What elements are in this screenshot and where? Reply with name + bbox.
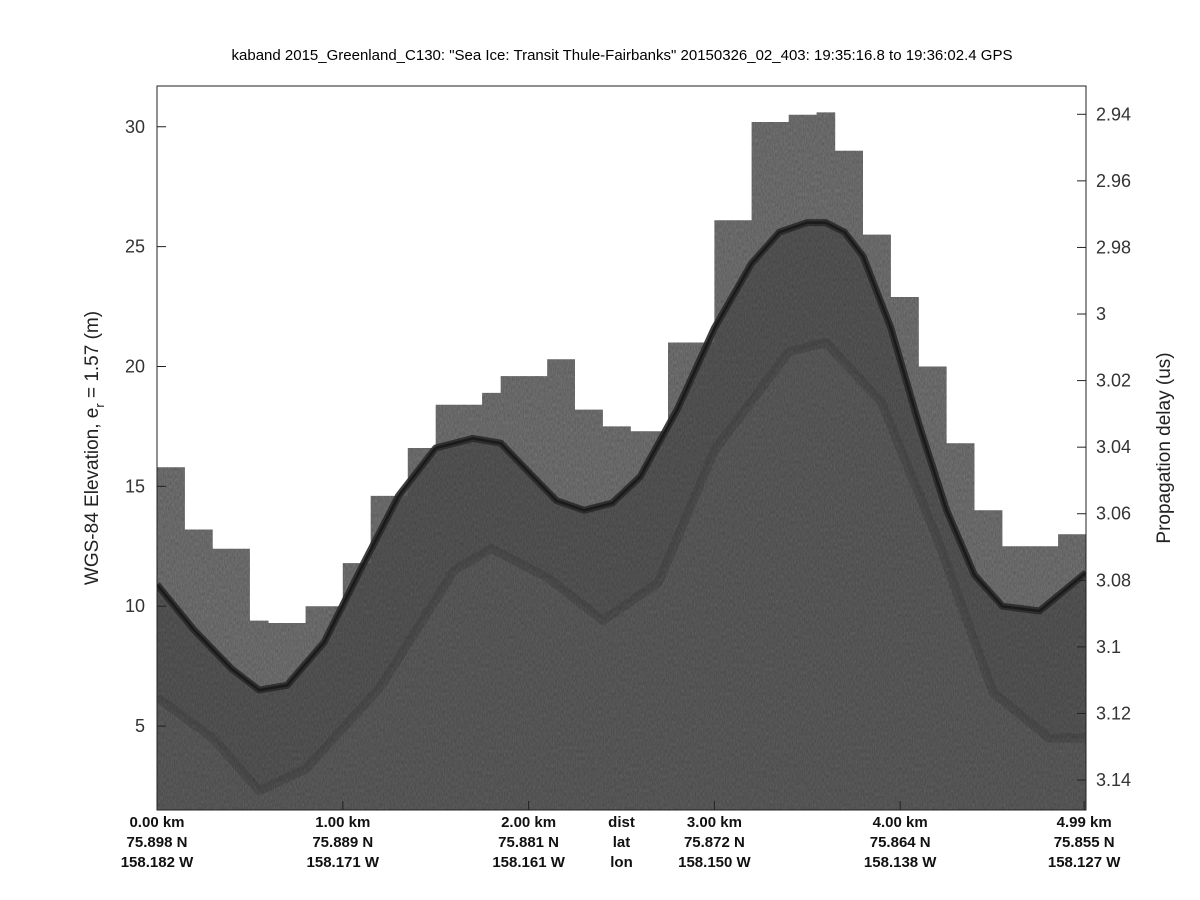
right-axis-label: Propagation delay (us) [1154, 352, 1175, 543]
plot-frame [156, 85, 1087, 811]
left-axis-ticks: 5 10 15 20 25 30 [125, 117, 166, 736]
right-tick-label: 3.06 [1096, 504, 1131, 524]
bottom-axis-ticks: 0.00 km 75.898 N 158.182 W 1.00 km 75.889 N 1… [121, 801, 1121, 871]
bottom-tick-dist: 0.00 km [129, 814, 184, 831]
bottom-tick-lon: 158.127 W [1048, 854, 1121, 871]
chart-title: kaband 2015_Greenland_C130: "Sea Ice: Tr… [232, 47, 1013, 64]
bottom-tick-dist: 2.00 km [501, 814, 556, 831]
left-axis-label: WGS-84 Elevation, er = 1.57 (m) [82, 311, 107, 585]
bottom-tick-dist: 1.00 km [315, 814, 370, 831]
echogram-plot-area [157, 112, 1086, 810]
bottom-tick-dist: 4.00 km [873, 814, 928, 831]
left-tick-label: 15 [125, 476, 145, 496]
bottom-tick-lat: 75.872 N [684, 834, 745, 851]
right-axis-ticks: 2.94 2.96 2.98 3 3.02 3.04 3.06 3.08 3.1 3.12 3.14 [1077, 104, 1131, 790]
left-tick-label: 30 [125, 117, 145, 137]
right-tick-label: 3.12 [1096, 703, 1131, 723]
bottom-tick-lat: 75.864 N [870, 834, 931, 851]
bottom-tick-lon: 158.161 W [492, 854, 565, 871]
left-axis-label-suffix: = 1.57 (m) [82, 311, 103, 403]
right-tick-label: 3.02 [1096, 371, 1131, 391]
row-label-lon: lon [610, 854, 633, 871]
right-tick-label: 2.94 [1096, 104, 1131, 124]
left-tick-label: 5 [135, 716, 145, 736]
bottom-tick-lat: 75.855 N [1054, 834, 1115, 851]
bottom-tick-lon: 158.150 W [678, 854, 751, 871]
bottom-tick-lon: 158.171 W [307, 854, 380, 871]
right-tick-label: 3.14 [1096, 770, 1131, 790]
right-tick-label: 3 [1096, 304, 1106, 324]
row-label-dist: dist [608, 814, 635, 831]
bottom-tick-lon: 158.138 W [864, 854, 937, 871]
bottom-tick-lat: 75.881 N [498, 834, 559, 851]
speckle-texture [157, 112, 1086, 810]
left-axis-label-prefix: WGS-84 Elevation, e [82, 408, 103, 585]
bottom-tick-lat: 75.898 N [127, 834, 188, 851]
row-label-lat: lat [613, 834, 631, 851]
right-tick-label: 2.98 [1096, 237, 1131, 257]
bottom-tick-dist: 3.00 km [687, 814, 742, 831]
left-axis-label-subscript: r [92, 403, 107, 408]
right-tick-label: 2.96 [1096, 171, 1131, 191]
left-tick-label: 25 [125, 237, 145, 257]
bottom-tick-lon: 158.182 W [121, 854, 194, 871]
right-tick-label: 3.08 [1096, 570, 1131, 590]
bottom-tick-lat: 75.889 N [312, 834, 373, 851]
bottom-tick-dist: 4.99 km [1057, 814, 1112, 831]
right-tick-label: 3.04 [1096, 437, 1131, 457]
surface-return-core [157, 221, 1086, 692]
right-tick-label: 3.1 [1096, 637, 1121, 657]
left-tick-label: 20 [125, 356, 145, 376]
left-tick-label: 10 [125, 596, 145, 616]
